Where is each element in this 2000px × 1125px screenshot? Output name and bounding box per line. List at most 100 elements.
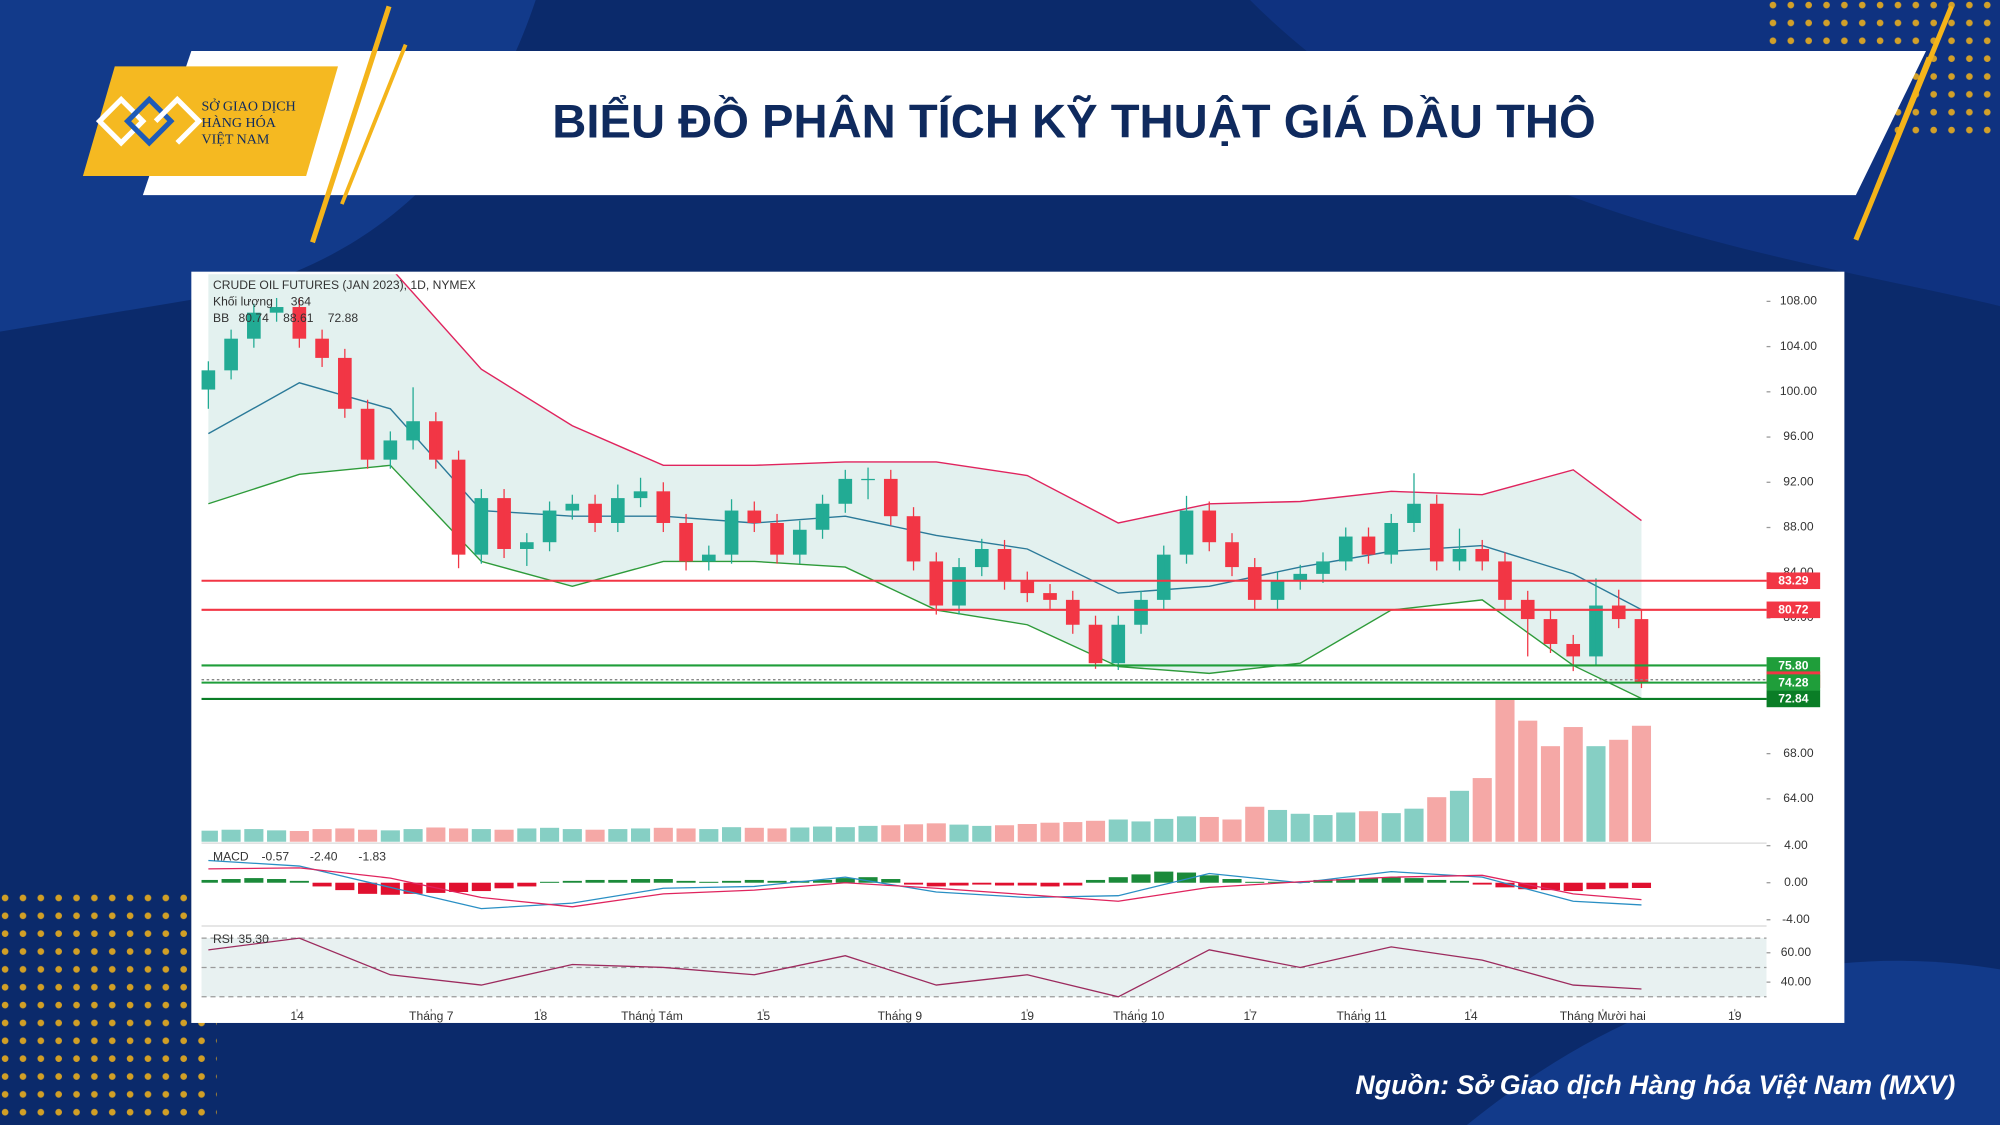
macd-histogram-bar	[1631, 882, 1652, 889]
legend-value: -2.40	[310, 849, 338, 863]
macd-histogram-bar	[562, 880, 582, 883]
volume-bar	[835, 827, 855, 842]
volume-bar	[1381, 813, 1401, 842]
volume-bar	[972, 825, 992, 842]
volume-bar	[790, 827, 810, 842]
volume-bar	[1063, 822, 1083, 842]
legend-value: 364	[291, 294, 311, 308]
macd-histogram-bar	[1336, 879, 1356, 883]
volume-bar	[312, 829, 332, 842]
volume-bar	[1131, 821, 1151, 842]
macd-macd	[208, 859, 1642, 910]
macd-histogram-bar	[449, 882, 469, 892]
macd-histogram-bar	[585, 879, 605, 883]
volume-bar	[858, 825, 878, 842]
volume-bar	[1472, 778, 1492, 842]
volume-bar	[244, 829, 264, 842]
volume-bar	[1358, 811, 1379, 842]
macd-histogram-bar	[1472, 882, 1492, 885]
macd-histogram-bar	[653, 879, 673, 883]
level-label-box	[1766, 657, 1821, 674]
bollinger-upper	[395, 274, 1642, 524]
volume-bar	[994, 825, 1015, 842]
y-tick-label: 92.00	[1783, 474, 1814, 488]
x-tick-label: 15	[757, 1009, 771, 1023]
macd-histogram-bar	[244, 878, 264, 883]
y-tick-label: 104.00	[1780, 339, 1817, 353]
volume-bar	[1404, 808, 1424, 842]
macd-histogram-bar	[1495, 882, 1515, 888]
legend-value: 88.61	[283, 311, 314, 325]
macd-histogram-bar	[1222, 879, 1242, 883]
rsi-line	[208, 937, 1642, 998]
volume-bar	[221, 829, 241, 842]
volume-bar	[1427, 797, 1447, 842]
volume-bar	[1040, 822, 1060, 842]
stripe	[310, 5, 392, 244]
macd-histogram-bar	[881, 879, 901, 883]
macd-histogram-bar	[767, 880, 787, 883]
y-tick-label: 4.00	[1784, 838, 1808, 852]
volume-bar	[1609, 739, 1629, 842]
logo-icon	[95, 95, 203, 147]
volume-bar	[881, 825, 901, 842]
volume-bar	[517, 828, 537, 842]
macd-histogram-bar	[540, 881, 560, 883]
volume-bar	[267, 830, 287, 842]
macd-histogram-bar	[1381, 877, 1401, 883]
macd-histogram-bar	[858, 877, 878, 883]
legend-name: RSI	[213, 932, 233, 946]
volume-bar	[1336, 812, 1356, 842]
page-title: BIỂU ĐỒ PHÂN TÍCH KỸ THUẬT GIÁ DẦU THÔ	[552, 93, 1595, 148]
stripe	[340, 43, 408, 205]
macd-histogram-bar	[221, 879, 241, 883]
level-label: 72.84	[1778, 692, 1809, 706]
volume-bar	[1563, 727, 1583, 842]
source-note: Nguồn: Sở Giao dịch Hàng hóa Việt Nam (M…	[1355, 1070, 1955, 1100]
macd-histogram-bar	[1085, 879, 1106, 883]
level-label: 74.28	[1778, 675, 1809, 689]
volume-bar	[926, 823, 946, 842]
macd-histogram-bar	[1358, 878, 1379, 883]
volume-bar	[289, 830, 309, 842]
macd-histogram-bar	[335, 882, 355, 891]
volume-bar	[1154, 818, 1174, 842]
volume-bar	[812, 826, 833, 842]
volume-bar	[1222, 819, 1242, 842]
volume-bar	[631, 828, 651, 842]
macd-histogram-bar	[1245, 881, 1265, 883]
bg-shape	[1466, 960, 2000, 1125]
bollinger-basis	[208, 382, 1642, 611]
legend-value: 72.88	[328, 311, 359, 325]
x-tick-label: 14	[1464, 1009, 1478, 1023]
price-panel	[201, 274, 1652, 842]
macd-histogram-bar	[1040, 882, 1060, 887]
volume-bar	[426, 827, 446, 842]
volume-bar	[903, 824, 924, 842]
legend-value: -0.57	[261, 849, 289, 863]
level-label-box	[1766, 690, 1821, 708]
macd-histogram-bar	[1154, 871, 1174, 883]
volume-bar	[201, 830, 218, 842]
x-tick-label: Tháng 9	[878, 1009, 923, 1023]
macd-histogram-bar	[1563, 882, 1583, 892]
y-tick-label: 60.00	[1781, 945, 1812, 959]
y-tick-label: 0.00	[1784, 875, 1808, 889]
macd-histogram-bar	[1199, 875, 1219, 883]
volume-bar	[1495, 698, 1515, 842]
macd-histogram-bar	[1063, 882, 1083, 886]
legend-name: Khối lượng	[213, 294, 273, 308]
macd-histogram-bar	[1017, 882, 1037, 886]
volume-bar	[1085, 820, 1106, 842]
macd-histogram-bar	[312, 882, 332, 887]
volume-bar	[1245, 806, 1265, 842]
legend-name: BB	[213, 311, 229, 325]
macd-histogram-bar	[722, 880, 742, 883]
macd-histogram-bar	[517, 882, 537, 887]
legend-value: 80.74	[239, 311, 270, 325]
volume-bar	[1313, 815, 1333, 842]
macd-histogram-bar	[1108, 877, 1128, 883]
x-tick-label: 14	[290, 1009, 304, 1023]
level-label-box	[1766, 601, 1821, 619]
volume-bar	[676, 828, 696, 842]
